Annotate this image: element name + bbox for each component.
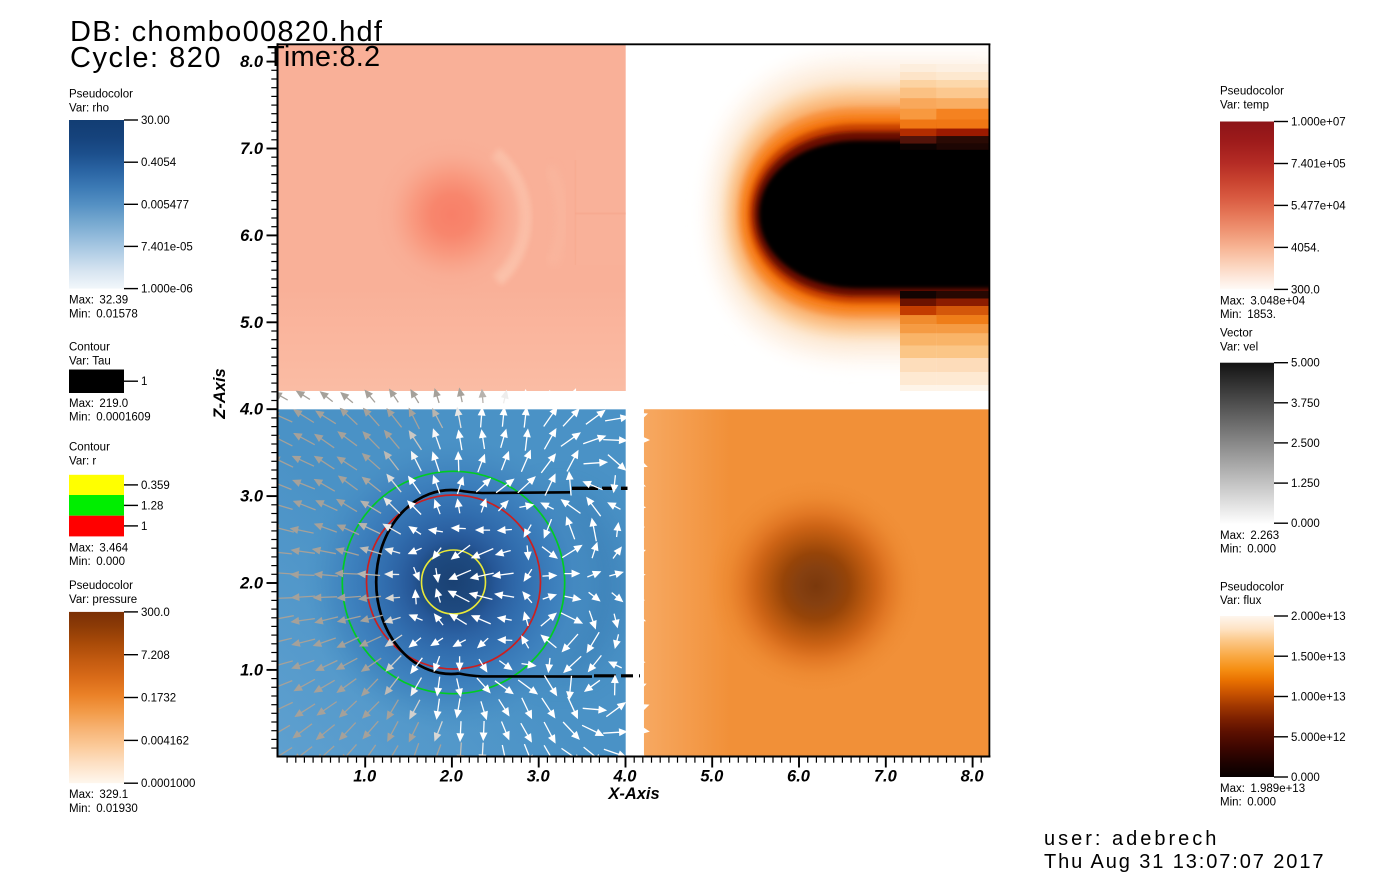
svg-text:5.000: 5.000 — [1291, 358, 1320, 370]
svg-text:7.401e+05: 7.401e+05 — [1291, 159, 1346, 171]
svg-text:7.0: 7.0 — [874, 768, 898, 786]
svg-text:0.000: 0.000 — [1291, 772, 1320, 784]
svg-text:Var: pressure: Var: pressure — [69, 594, 137, 606]
svg-text:Max: 219.0: Max: 219.0 — [69, 398, 128, 410]
svg-text:Min: 0.01578: Min: 0.01578 — [69, 309, 138, 321]
svg-text:Min: 0.000: Min: 0.000 — [69, 556, 125, 568]
svg-text:Var: vel: Var: vel — [1220, 341, 1258, 353]
svg-text:Z-Axis: Z-Axis — [211, 368, 229, 419]
svg-text:Time:8.2: Time:8.2 — [267, 41, 380, 73]
svg-text:1.28: 1.28 — [141, 500, 163, 512]
svg-text:0.4054: 0.4054 — [141, 157, 177, 169]
svg-text:2.000e+13: 2.000e+13 — [1291, 611, 1346, 623]
svg-text:Max: 1.989e+13: Max: 1.989e+13 — [1220, 783, 1305, 795]
svg-text:Pseudocolor: Pseudocolor — [69, 580, 133, 592]
svg-text:Var: flux: Var: flux — [1220, 595, 1262, 607]
svg-text:Max: 32.39: Max: 32.39 — [69, 295, 128, 307]
svg-text:0.004162: 0.004162 — [141, 735, 189, 747]
svg-text:2.0: 2.0 — [439, 768, 464, 786]
svg-text:Min: 0.000: Min: 0.000 — [1220, 797, 1276, 809]
svg-text:Thu Aug 31 13:07:07 2017: Thu Aug 31 13:07:07 2017 — [1044, 851, 1325, 873]
svg-text:Min: 1853.: Min: 1853. — [1220, 309, 1276, 321]
svg-text:Var: rho: Var: rho — [69, 102, 109, 114]
svg-text:2.0: 2.0 — [239, 575, 264, 593]
svg-text:X-Axis: X-Axis — [607, 785, 659, 803]
svg-text:300.0: 300.0 — [141, 607, 170, 619]
svg-text:5.477e+04: 5.477e+04 — [1291, 201, 1346, 213]
svg-text:3.750: 3.750 — [1291, 398, 1320, 410]
svg-text:2.500: 2.500 — [1291, 438, 1320, 450]
svg-text:0.005477: 0.005477 — [141, 199, 189, 211]
svg-text:Min: 0.01930: Min: 0.01930 — [69, 803, 138, 815]
svg-text:6.0: 6.0 — [787, 768, 811, 786]
svg-text:6.0: 6.0 — [240, 227, 264, 245]
svg-text:1: 1 — [141, 521, 147, 533]
svg-text:Max: 3.048e+04: Max: 3.048e+04 — [1220, 295, 1306, 307]
svg-text:5.0: 5.0 — [700, 768, 724, 786]
svg-text:Var: Tau: Var: Tau — [69, 355, 111, 367]
svg-text:0.0001000: 0.0001000 — [141, 778, 195, 790]
svg-text:Max: 2.263: Max: 2.263 — [1220, 530, 1279, 542]
svg-text:1.0: 1.0 — [240, 661, 264, 679]
svg-text:1.000e+07: 1.000e+07 — [1291, 117, 1346, 129]
svg-text:5.0: 5.0 — [240, 314, 264, 332]
svg-text:Contour: Contour — [69, 442, 110, 454]
svg-text:7.208: 7.208 — [141, 650, 170, 662]
svg-text:4.0: 4.0 — [613, 768, 638, 786]
svg-text:Pseudocolor: Pseudocolor — [69, 89, 133, 101]
svg-text:Contour: Contour — [69, 342, 110, 354]
svg-text:300.0: 300.0 — [1291, 284, 1320, 296]
svg-text:30.00: 30.00 — [141, 115, 170, 127]
svg-text:1.500e+13: 1.500e+13 — [1291, 651, 1346, 663]
svg-text:0.1732: 0.1732 — [141, 693, 176, 705]
svg-text:3.0: 3.0 — [240, 488, 264, 506]
svg-text:0.000: 0.000 — [1291, 518, 1320, 530]
svg-text:Pseudocolor: Pseudocolor — [1220, 581, 1284, 593]
svg-text:1.000e-06: 1.000e-06 — [141, 284, 193, 296]
svg-text:Min: 0.0001609: Min: 0.0001609 — [69, 411, 151, 423]
svg-text:Var: r: Var: r — [69, 455, 96, 467]
svg-text:0.359: 0.359 — [141, 480, 170, 492]
svg-text:DB: chombo00820.hdf: DB: chombo00820.hdf — [70, 16, 383, 48]
svg-text:Min: 0.000: Min: 0.000 — [1220, 544, 1276, 556]
svg-text:5.000e+12: 5.000e+12 — [1291, 732, 1346, 744]
svg-text:7.0: 7.0 — [240, 140, 264, 158]
svg-text:1.000e+13: 1.000e+13 — [1291, 692, 1346, 704]
svg-text:1.250: 1.250 — [1291, 478, 1320, 490]
svg-text:Vector: Vector — [1220, 328, 1253, 340]
svg-text:Max: 3.464: Max: 3.464 — [69, 542, 129, 554]
svg-text:user: adebrech: user: adebrech — [1044, 828, 1219, 850]
svg-text:7.401e-05: 7.401e-05 — [141, 242, 193, 254]
svg-text:8.0: 8.0 — [961, 768, 985, 786]
svg-text:Max: 329.1: Max: 329.1 — [69, 789, 128, 801]
svg-text:Cycle: 820: Cycle: 820 — [70, 42, 222, 74]
svg-text:4.0: 4.0 — [239, 401, 264, 419]
svg-text:8.0: 8.0 — [240, 53, 264, 71]
svg-text:4054.: 4054. — [1291, 243, 1320, 255]
svg-text:1.0: 1.0 — [353, 768, 377, 786]
svg-text:Pseudocolor: Pseudocolor — [1220, 86, 1284, 98]
svg-text:1: 1 — [141, 376, 147, 388]
svg-text:3.0: 3.0 — [527, 768, 551, 786]
svg-text:Var: temp: Var: temp — [1220, 100, 1269, 112]
